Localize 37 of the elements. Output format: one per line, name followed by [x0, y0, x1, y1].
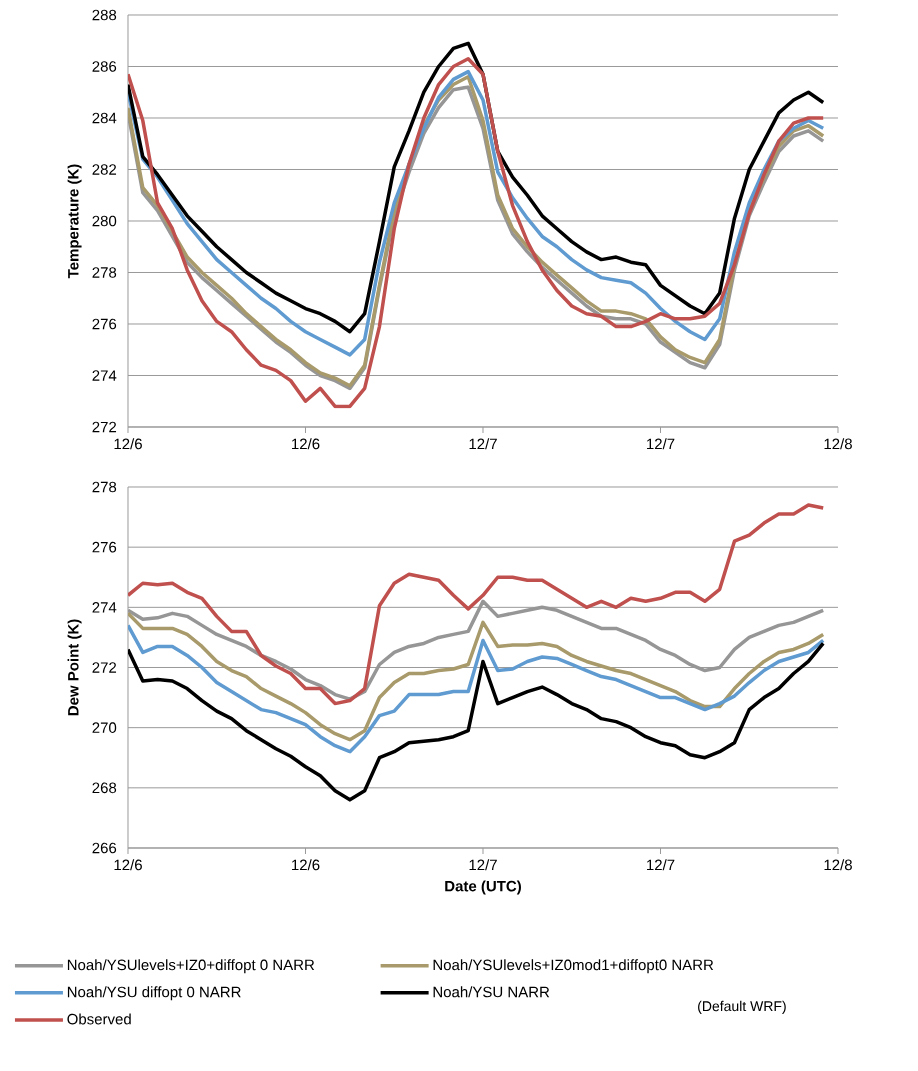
- legend-label: Noah/YSU diffopt 0 NARR: [67, 986, 241, 1001]
- x-tick-label: 12/8: [824, 438, 852, 450]
- y-tick-label: 266: [92, 842, 117, 854]
- x-tick-label: 12/6: [292, 859, 320, 871]
- y-tick-label: 288: [92, 9, 117, 21]
- x-axis-title: Date (UTC): [445, 880, 521, 895]
- y-tick-label: 278: [92, 481, 117, 493]
- y-tick-label: 280: [92, 215, 117, 227]
- x-tick-label: 12/7: [469, 438, 497, 450]
- x-tick-label: 12/7: [469, 859, 497, 871]
- y-tick-label: 284: [92, 112, 117, 124]
- legend-label: Observed: [67, 1013, 131, 1025]
- y-tick-label: 286: [92, 61, 117, 72]
- y-axis-title: Dew Point (K): [67, 619, 82, 716]
- text: (Default WRF): [698, 1000, 786, 1014]
- y-tick-label: 268: [92, 782, 117, 794]
- line-series: [128, 641, 825, 802]
- y-tick-label: 274: [92, 602, 117, 613]
- y-tick-label: 276: [92, 318, 117, 330]
- line-series: [128, 503, 825, 706]
- y-axis-title: Temperature (K): [67, 164, 82, 279]
- x-tick-label: 12/8: [824, 859, 852, 871]
- x-tick-label: 12/6: [114, 438, 142, 450]
- y-tick-label: 282: [92, 164, 117, 175]
- y-tick-label: 274: [92, 370, 117, 381]
- legend-label: Noah/YSU NARR: [433, 986, 550, 998]
- y-tick-label: 278: [92, 267, 117, 278]
- y-tick-label: 272: [92, 421, 117, 433]
- y-tick-label: 272: [92, 662, 117, 673]
- y-tick-label: 270: [92, 722, 117, 733]
- legend-label: Noah/YSUlevels+IZ0+diffopt 0 NARR: [67, 959, 315, 974]
- x-tick-label: 12/6: [114, 859, 142, 871]
- x-tick-label: 12/7: [647, 438, 675, 450]
- y-tick-label: 276: [92, 541, 117, 553]
- x-tick-label: 12/6: [292, 438, 320, 450]
- legend-label: Noah/YSUlevels+IZ0mod1+diffopt0 NARR: [433, 959, 714, 974]
- x-tick-label: 12/7: [647, 859, 675, 871]
